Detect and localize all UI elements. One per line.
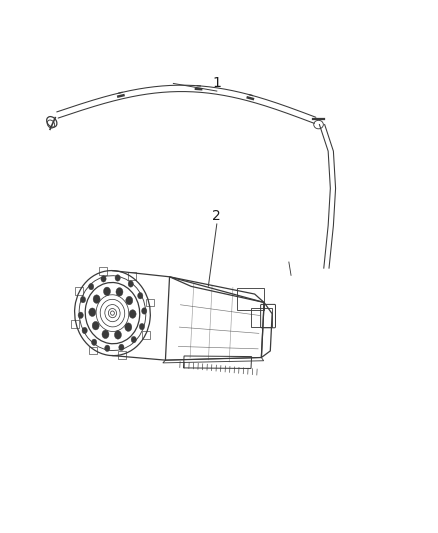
Circle shape (139, 324, 145, 330)
Circle shape (78, 312, 83, 318)
Circle shape (92, 339, 97, 345)
Circle shape (114, 330, 121, 339)
Circle shape (89, 308, 96, 317)
Circle shape (125, 323, 132, 332)
Circle shape (88, 284, 94, 290)
Circle shape (141, 308, 147, 314)
Circle shape (92, 321, 99, 330)
Text: 2: 2 (212, 209, 221, 223)
Circle shape (115, 274, 120, 281)
Circle shape (126, 296, 133, 305)
Text: 1: 1 (212, 76, 221, 90)
Circle shape (102, 330, 109, 338)
Circle shape (105, 345, 110, 351)
Circle shape (82, 327, 87, 334)
Circle shape (131, 336, 136, 343)
Circle shape (93, 295, 100, 303)
Circle shape (138, 293, 143, 299)
Circle shape (103, 287, 110, 296)
Circle shape (119, 344, 124, 351)
Circle shape (116, 288, 123, 296)
Circle shape (129, 310, 136, 318)
Circle shape (128, 281, 134, 287)
Circle shape (81, 296, 85, 303)
Circle shape (101, 276, 106, 282)
